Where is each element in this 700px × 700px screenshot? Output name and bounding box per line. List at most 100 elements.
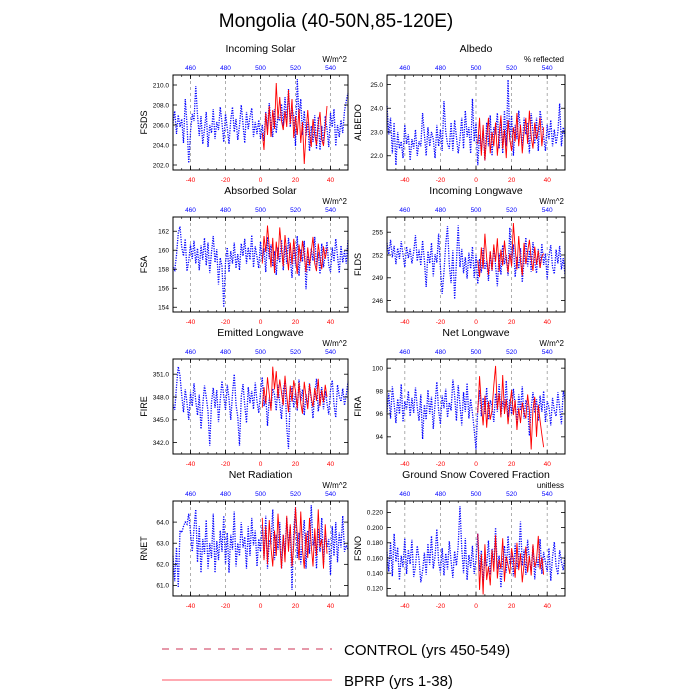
bottom-tick-label: 40: [544, 319, 552, 326]
top-tick-label: 460: [399, 349, 410, 356]
y-tick-label: 100: [372, 365, 383, 372]
units-label: W/m^2: [322, 197, 347, 206]
units-label: W/m^2: [539, 339, 564, 348]
top-tick-label: 500: [255, 349, 266, 356]
panel-title: Ground Snow Covered Fraction: [402, 469, 550, 481]
bottom-tick-label: 20: [292, 319, 300, 326]
panel-fira: -40 -20 0 20 40 460 480 500 520 540 94 96 98 100 Net L…: [353, 327, 566, 468]
bottom-tick-label: -20: [221, 319, 231, 326]
bottom-tick-label: 40: [544, 603, 552, 610]
bottom-tick-label: 20: [292, 603, 300, 610]
bottom-tick-label: 0: [474, 603, 478, 610]
bottom-tick-label: 0: [259, 319, 263, 326]
y-axis-label: FSA: [139, 256, 149, 274]
bottom-tick-label: 0: [474, 177, 478, 184]
y-tick-label: 23.0: [370, 129, 383, 136]
top-tick-label: 460: [399, 207, 410, 214]
bottom-tick-label: 0: [474, 319, 478, 326]
top-tick-label: 540: [325, 207, 336, 214]
panel-title: Albedo: [460, 43, 493, 55]
y-tick-label: 94: [376, 434, 384, 441]
top-tick-label: 480: [220, 65, 231, 72]
y-axis-label: FSNO: [353, 536, 363, 561]
chart-panels: -40 -20 0 20 40 460 480 500 520 540 202.0 204.0 206.…: [139, 43, 566, 610]
y-axis-label: FSDS: [139, 110, 149, 134]
panel-title: Incoming Longwave: [429, 185, 523, 197]
series-line-control: [386, 225, 566, 300]
y-tick-label: 0.220: [367, 510, 384, 517]
bottom-tick-label: -40: [186, 603, 196, 610]
bottom-tick-label: -40: [400, 177, 410, 184]
bottom-tick-label: 0: [259, 603, 263, 610]
y-tick-label: 252: [372, 252, 383, 259]
top-tick-label: 520: [290, 207, 301, 214]
legend-label-control: CONTROL (yrs 450-549): [344, 642, 510, 659]
top-tick-label: 540: [542, 65, 553, 72]
top-tick-label: 460: [399, 65, 410, 72]
top-tick-label: 520: [506, 207, 517, 214]
top-tick-label: 500: [471, 349, 482, 356]
y-tick-label: 162: [158, 229, 169, 236]
bottom-tick-label: -20: [436, 603, 446, 610]
bottom-tick-label: -20: [436, 177, 446, 184]
series-line-control: [172, 505, 349, 590]
legend-label-bprp: BPRP (yrs 1-38): [344, 673, 453, 690]
units-label: % reflected: [524, 55, 564, 64]
bottom-tick-label: 20: [292, 177, 300, 184]
y-tick-label: 0.140: [367, 571, 384, 578]
series-line-control: [386, 79, 566, 166]
y-tick-label: 208.0: [153, 102, 170, 109]
top-tick-label: 500: [255, 65, 266, 72]
series-line-bprp: [477, 110, 545, 161]
bottom-tick-label: 40: [544, 461, 552, 468]
figure-title: Mongolia (40-50N,85-120E): [219, 11, 453, 32]
y-tick-label: 206.0: [153, 122, 170, 129]
y-tick-label: 61.0: [156, 583, 169, 590]
y-tick-label: 158: [158, 267, 169, 274]
top-tick-label: 500: [471, 491, 482, 498]
panel-rnet: -40 -20 0 20 40 460 480 500 520 540 61.0 62.0 63.0 64…: [139, 469, 349, 610]
bottom-tick-label: -40: [186, 177, 196, 184]
top-tick-label: 500: [471, 65, 482, 72]
y-axis-label: FIRE: [139, 396, 149, 417]
series-line-bprp: [261, 82, 328, 165]
top-tick-label: 540: [542, 349, 553, 356]
y-tick-label: 98: [376, 388, 384, 395]
top-tick-label: 480: [435, 207, 446, 214]
y-tick-label: 22.0: [370, 153, 383, 160]
top-tick-label: 480: [220, 349, 231, 356]
top-tick-label: 480: [435, 491, 446, 498]
bottom-tick-label: -40: [400, 603, 410, 610]
y-tick-label: 0.180: [367, 540, 384, 547]
units-label: W/m^2: [322, 339, 347, 348]
panel-flds: -40 -20 0 20 40 460 480 500 520 540 246 249 252 255 In…: [353, 185, 566, 326]
top-tick-label: 500: [255, 491, 266, 498]
top-tick-label: 480: [435, 65, 446, 72]
top-tick-label: 460: [185, 65, 196, 72]
series-line-control: [172, 78, 349, 164]
y-tick-label: 342.0: [153, 440, 170, 447]
top-tick-label: 520: [290, 349, 301, 356]
bottom-tick-label: 20: [292, 461, 300, 468]
bottom-tick-label: 40: [327, 603, 335, 610]
top-tick-label: 520: [290, 491, 301, 498]
y-axis-label: FLDS: [353, 253, 363, 276]
y-tick-label: 246: [372, 298, 383, 305]
top-tick-label: 480: [220, 207, 231, 214]
bottom-tick-label: 0: [474, 461, 478, 468]
series-line-bprp: [261, 225, 328, 275]
y-tick-label: 202.0: [153, 162, 170, 169]
y-tick-label: 204.0: [153, 142, 170, 149]
bottom-tick-label: 0: [259, 177, 263, 184]
bottom-tick-label: -20: [221, 603, 231, 610]
y-tick-label: 96: [376, 411, 384, 418]
top-tick-label: 540: [542, 207, 553, 214]
panel-albedo: -40 -20 0 20 40 460 480 500 520 540 22.0 23.0 24.0 25…: [353, 43, 566, 184]
bottom-tick-label: 20: [508, 461, 516, 468]
bottom-tick-label: 40: [327, 177, 335, 184]
y-tick-label: 24.0: [370, 106, 383, 113]
top-tick-label: 520: [290, 65, 301, 72]
panel-title: Absorbed Solar: [224, 185, 297, 197]
y-tick-label: 154: [158, 305, 169, 312]
